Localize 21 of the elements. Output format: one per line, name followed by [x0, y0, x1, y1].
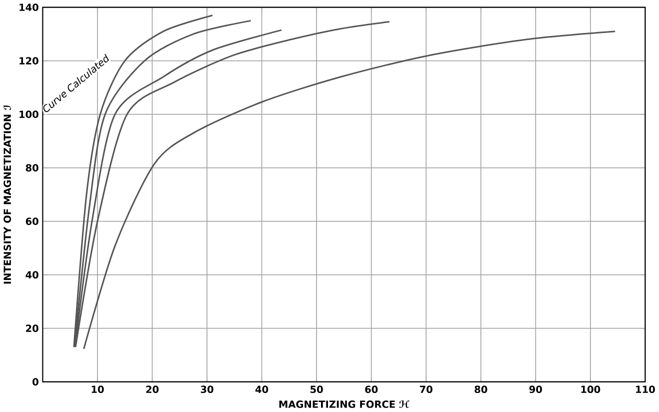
y-tick-label: 0 [32, 378, 38, 386]
x-tick-label: 10 [92, 386, 104, 394]
x-tick-label: 30 [200, 386, 214, 394]
y-tick-label: 60 [26, 218, 38, 226]
x-tick-label: 20 [146, 386, 159, 394]
x-tick-label: 100 [581, 386, 600, 394]
y-tick-label: 40 [26, 271, 38, 279]
x-tick-label: 90 [529, 386, 542, 394]
y-tick-label: 120 [20, 57, 38, 65]
x-tick-label: 40 [255, 386, 268, 394]
y-tick-label: 80 [26, 164, 38, 172]
x-tick-label: 50 [310, 386, 323, 394]
y-tick-label: 20 [26, 324, 38, 332]
y-tick-label: 140 [20, 4, 38, 12]
y-axis-title: INTENSITY OF MAGNETIZATION ℐ [4, 105, 12, 284]
y-tick-label: 100 [20, 110, 38, 118]
x-tick-label: 70 [420, 386, 432, 394]
x-axis-title: MAGNETIZING FORCE ℋ [279, 400, 410, 408]
x-tick-label: 60 [365, 386, 378, 394]
x-tick-label: 110 [636, 386, 655, 394]
x-tick-label: 80 [474, 386, 488, 394]
